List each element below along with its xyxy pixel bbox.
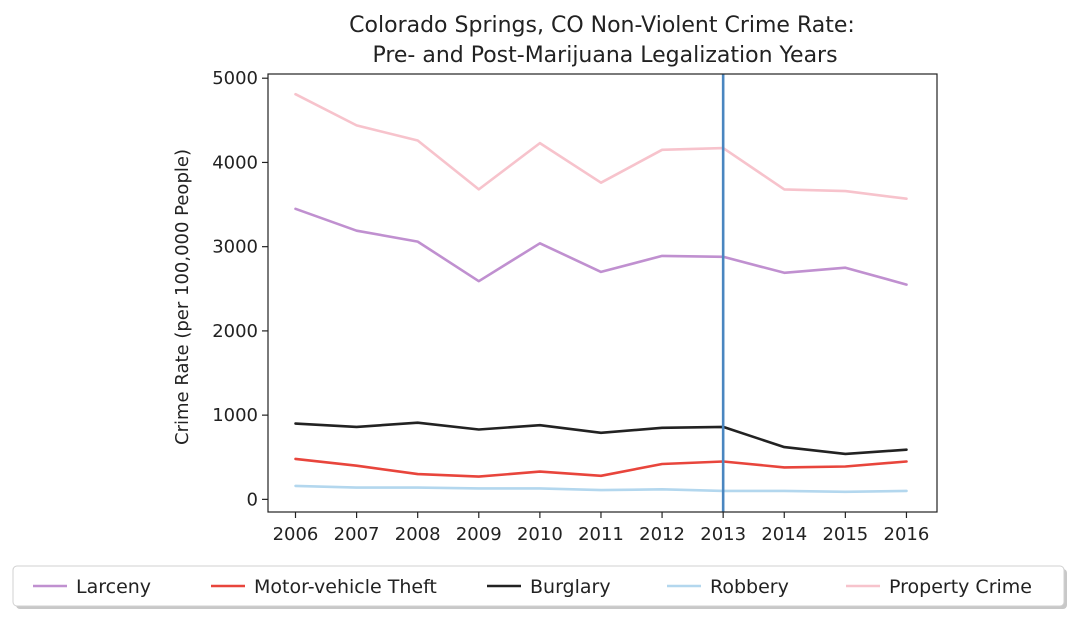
legend-frame [12, 565, 1065, 607]
y-tick-label-2000: 2000 [212, 321, 258, 342]
y-tick-label-4000: 4000 [212, 152, 258, 173]
plot-area: 2006 2007 2008 2009 2010 2011 2012 2013 2014 2015… [212, 68, 938, 545]
x-tick-label-2006: 2006 [273, 524, 319, 545]
x-tick-label-2016: 2016 [884, 524, 930, 545]
y-tick-label-1000: 1000 [212, 405, 258, 426]
chart-subtitle: Pre- and Post-Marijuana Legalization Yea… [372, 43, 837, 68]
x-tick-label-2013: 2013 [700, 524, 746, 545]
x-tick-label-2012: 2012 [639, 524, 685, 545]
x-tick-label-2011: 2011 [578, 524, 624, 545]
series-line-larceny [294, 207, 908, 286]
legend-label-property-crime: Property Crime [889, 576, 1032, 598]
y-tick-label-0: 0 [247, 489, 258, 510]
x-tick-label-2007: 2007 [334, 524, 380, 545]
x-tick-label-2015: 2015 [822, 524, 868, 545]
x-tick-label-2010: 2010 [517, 524, 563, 545]
series-line-burglary [294, 421, 908, 456]
plot-frame [267, 73, 938, 513]
legend-label-larceny: Larceny [76, 576, 151, 598]
y-tick-label-3000: 3000 [212, 237, 258, 258]
legend: Larceny Motor-vehicle Theft Burglary Robber… [12, 565, 1067, 609]
series-line-motor-vehicle-theft [294, 457, 908, 478]
legend-label-burglary: Burglary [530, 576, 611, 598]
y-tick-label-5000: 5000 [212, 68, 258, 89]
series-line-property-crime [294, 92, 908, 200]
x-tick-label-2008: 2008 [395, 524, 441, 545]
chart-title-group: Colorado Springs, CO Non-Violent Crime R… [349, 13, 855, 68]
legend-label-motor-vehicle-theft: Motor-vehicle Theft [254, 576, 437, 598]
x-tick-label-2014: 2014 [761, 524, 807, 545]
series-line-robbery [294, 484, 908, 494]
chart-title: Colorado Springs, CO Non-Violent Crime R… [349, 13, 855, 38]
x-tick-label-2009: 2009 [456, 524, 502, 545]
y-axis-label: Crime Rate (per 100,000 People) [172, 149, 193, 445]
legend-label-robbery: Robbery [710, 576, 789, 598]
